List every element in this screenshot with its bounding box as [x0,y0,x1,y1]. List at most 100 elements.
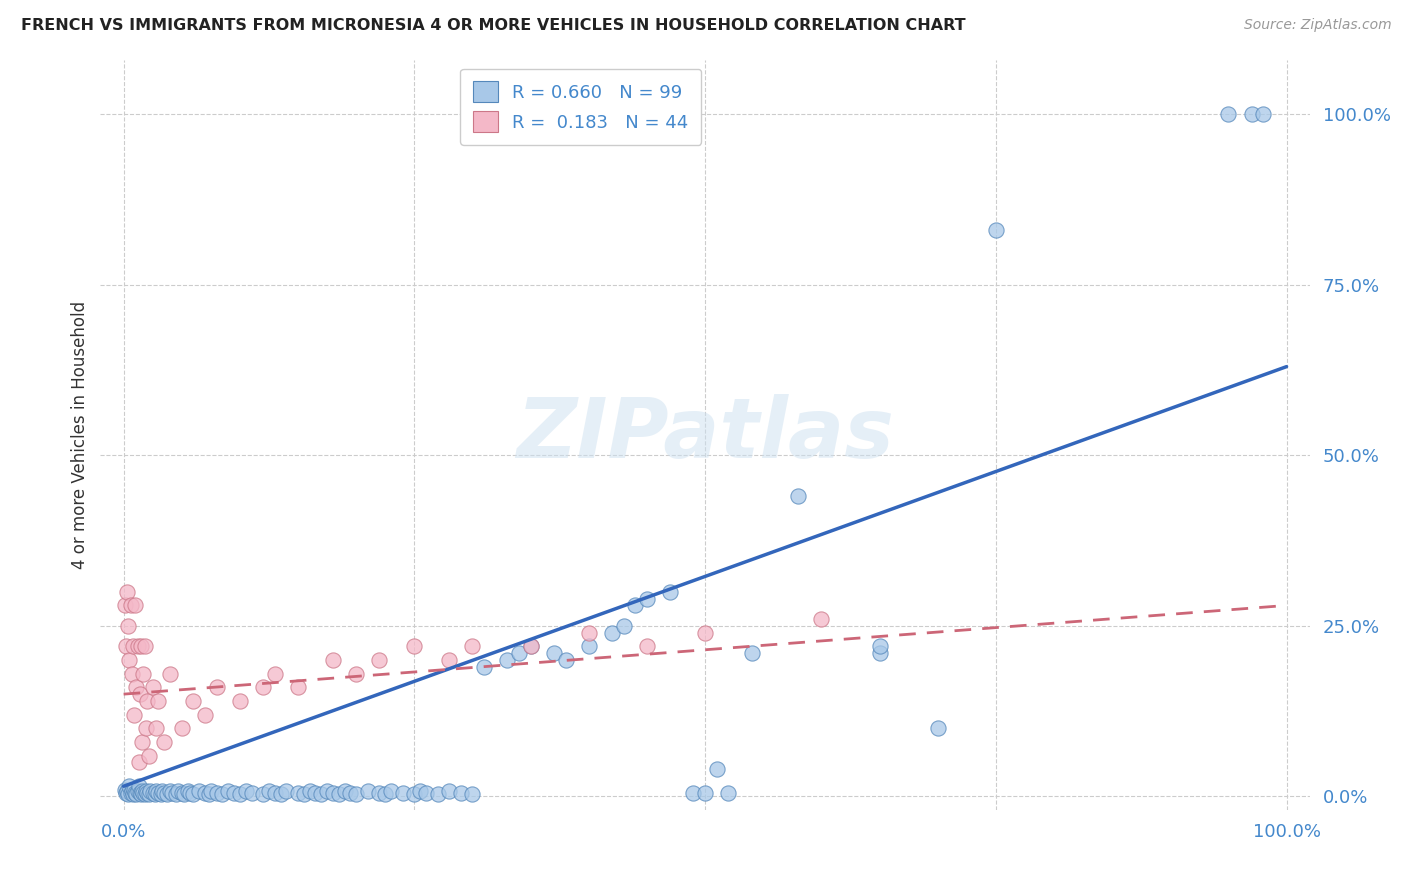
Point [188,784,211,798]
Point [162,786,184,800]
Point [472,660,495,674]
Point [415,786,437,800]
Point [132,666,155,681]
Text: FRENCH VS IMMIGRANTS FROM MICRONESIA 4 OR MORE VEHICLES IN HOUSEHOLD CORRELATION: FRENCH VS IMMIGRANTS FROM MICRONESIA 4 O… [21,18,966,33]
Point [170,721,193,735]
Point [543,646,565,660]
Point [138,788,160,802]
Legend: R = 0.660   N = 99, R =  0.183   N = 44: R = 0.660 N = 99, R = 0.183 N = 44 [460,69,702,145]
Point [706,762,728,776]
Point [217,784,239,798]
Point [1218,107,1240,121]
Point [461,640,484,654]
Point [129,788,152,802]
Point [148,694,170,708]
Point [263,666,285,681]
Point [115,784,138,798]
Point [298,784,321,798]
Point [167,784,190,798]
Point [142,786,165,800]
Point [143,788,166,802]
Point [128,779,150,793]
Point [159,784,181,798]
Point [810,612,832,626]
Point [322,653,344,667]
Point [344,788,367,802]
Point [1240,107,1263,121]
Point [122,782,145,797]
Point [368,786,391,800]
Point [439,653,461,667]
Point [659,584,682,599]
Point [211,788,233,802]
Point [357,784,380,798]
Point [869,640,891,654]
Point [122,707,145,722]
Point [159,666,181,681]
Point [129,640,152,654]
Point [156,788,179,802]
Point [519,640,541,654]
Point [165,788,187,802]
Point [118,779,141,793]
Point [134,788,156,802]
Point [145,784,167,798]
Point [122,788,145,802]
Point [252,788,274,802]
Point [173,788,195,802]
Point [276,784,298,798]
Point [292,788,315,802]
Point [404,788,426,802]
Point [125,681,148,695]
Point [115,786,138,800]
Point [344,666,367,681]
Point [205,786,228,800]
Point [148,786,170,800]
Point [135,694,157,708]
Point [461,788,484,802]
Point [613,619,636,633]
Point [135,784,157,798]
Point [179,786,201,800]
Point [682,786,704,800]
Point [121,666,143,681]
Point [287,681,309,695]
Point [380,784,402,798]
Point [287,786,309,800]
Point [1251,107,1274,121]
Point [194,707,217,722]
Point [519,640,541,654]
Point [636,640,658,654]
Point [333,784,356,798]
Point [554,653,576,667]
Point [636,591,658,606]
Point [142,681,165,695]
Point [170,786,193,800]
Point [131,735,153,749]
Point [496,653,519,667]
Point [229,694,252,708]
Point [134,640,156,654]
Point [127,640,149,654]
Point [578,625,600,640]
Point [391,786,413,800]
Point [124,599,146,613]
Point [120,786,142,800]
Point [135,786,157,800]
Point [578,640,600,654]
Point [426,788,449,802]
Point [150,784,173,798]
Point [240,786,263,800]
Point [339,786,361,800]
Point [122,640,145,654]
Point [927,721,949,735]
Point [132,786,155,800]
Point [128,687,150,701]
Point [270,788,292,802]
Point [316,784,339,798]
Point [205,681,228,695]
Point [787,489,810,503]
Point [145,721,167,735]
Point [409,784,432,798]
Point [304,786,326,800]
